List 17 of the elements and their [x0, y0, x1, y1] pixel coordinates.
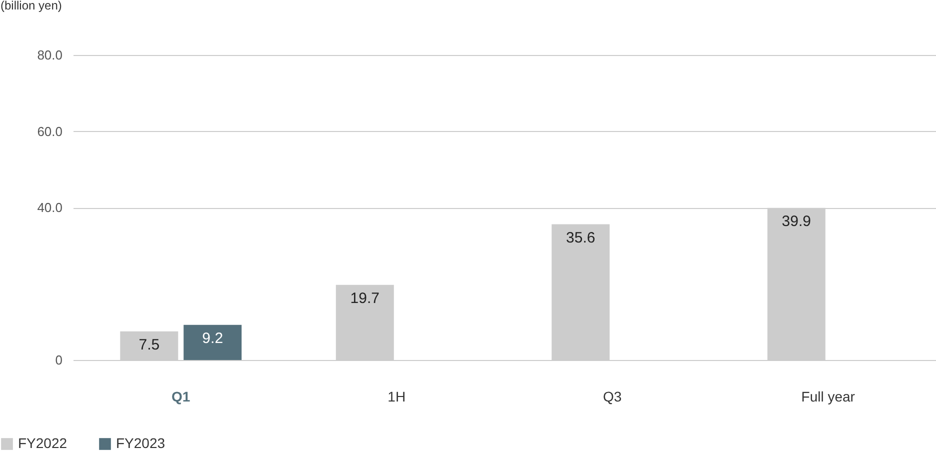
bar: [184, 324, 242, 360]
legend-label: FY2023: [116, 435, 166, 451]
y-tick-label: 60.0: [37, 124, 62, 139]
data-label: 7.5: [138, 336, 160, 354]
y-tick-label: 0: [55, 352, 62, 368]
data-label: 35.6: [566, 229, 596, 246]
data-label: 9.2: [202, 330, 224, 347]
x-tick-label: 1H: [388, 388, 406, 404]
y-tick-label: 40.0: [37, 200, 62, 215]
data-label: 19.7: [350, 290, 380, 307]
y-axis-title: (billion yen): [0, 0, 62, 12]
data-label: 39.9: [782, 212, 811, 230]
x-tick-label: Full year: [801, 388, 856, 404]
y-tick-label: 80.0: [37, 48, 62, 62]
legend-label: FY2022: [18, 435, 68, 451]
x-tick-label: Q1: [172, 388, 190, 404]
x-tick-label: Q3: [603, 388, 622, 404]
